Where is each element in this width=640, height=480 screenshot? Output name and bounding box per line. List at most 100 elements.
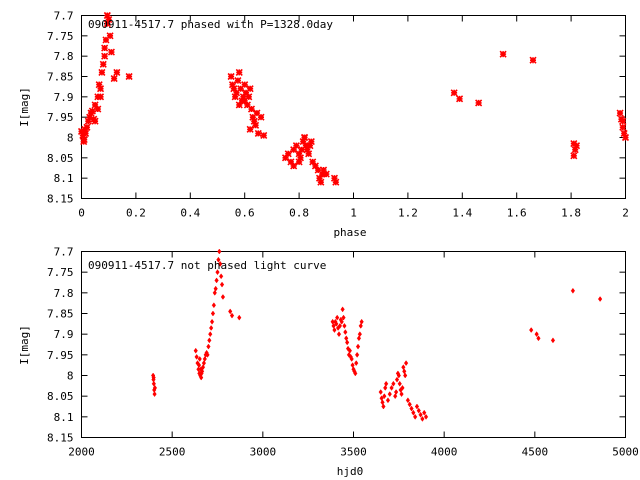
data-point	[220, 294, 226, 300]
data-point	[305, 150, 313, 158]
data-point	[290, 162, 298, 170]
data-point	[571, 146, 579, 154]
data-point	[229, 312, 235, 319]
x-tick-label: 1.4	[452, 207, 472, 220]
x-tick-label: 2000	[68, 446, 95, 459]
data-point	[235, 68, 243, 76]
data-point	[110, 74, 118, 83]
data-point	[232, 89, 241, 97]
data-point	[309, 158, 317, 166]
data-point	[95, 81, 103, 89]
data-point	[475, 99, 483, 107]
data-point	[290, 146, 298, 154]
data-point	[241, 97, 249, 105]
data-point	[102, 36, 110, 44]
data-point	[254, 129, 262, 137]
y-tick-label: 7.85	[47, 308, 74, 321]
data-point	[287, 158, 295, 166]
data-point	[81, 125, 89, 133]
y-tick-label: 7.8	[54, 50, 74, 63]
data-point	[113, 68, 121, 76]
data-point	[82, 129, 90, 137]
data-point	[336, 331, 342, 338]
data-point	[228, 81, 237, 89]
data-point	[381, 403, 386, 410]
y-axis-ticks: 7.7 7.75 7.8 7.85 7.9 7.95 8 8.05 8.1 8.15	[47, 10, 626, 206]
data-points	[77, 11, 630, 186]
data-point	[77, 127, 86, 135]
y-tick-label: 8.15	[47, 193, 74, 206]
data-point	[219, 281, 225, 288]
data-point	[450, 89, 458, 97]
data-point	[347, 347, 352, 354]
data-point	[330, 174, 339, 182]
data-point	[152, 384, 158, 391]
data-point	[219, 273, 224, 280]
data-point	[456, 95, 464, 103]
data-point	[91, 101, 99, 109]
data-point	[193, 347, 198, 354]
data-point	[300, 133, 309, 142]
x-tick-label: 2500	[159, 446, 186, 459]
data-point	[389, 384, 394, 391]
data-point	[199, 370, 204, 377]
data-point	[397, 380, 402, 387]
data-point	[87, 109, 95, 117]
x-tick-label: 2	[622, 207, 629, 220]
data-point	[345, 339, 350, 346]
data-point	[241, 81, 249, 89]
phased-light-curve-panel: 7.7 7.75 7.8 7.85 7.9 7.95 8 8.05 8.1 8.15 0 0.2 0.…	[18, 10, 630, 239]
data-point	[341, 314, 346, 321]
y-tick-label: 7.75	[47, 30, 74, 43]
x-tick-label: 0.4	[180, 207, 200, 220]
data-point	[98, 68, 106, 76]
x-tick-label: 1	[350, 207, 357, 220]
data-point	[242, 89, 250, 97]
data-point	[253, 109, 261, 117]
y-axis-label: I[mag]	[18, 87, 31, 127]
data-point	[90, 115, 98, 123]
x-tick-label: 1.6	[507, 207, 527, 220]
data-point	[247, 105, 256, 113]
data-point	[616, 109, 624, 117]
data-point	[318, 170, 326, 178]
data-point	[246, 85, 254, 93]
data-point	[227, 72, 235, 81]
data-point	[215, 269, 220, 276]
data-point	[239, 93, 247, 101]
data-point	[234, 77, 242, 85]
data-point	[394, 389, 399, 395]
data-point	[284, 150, 292, 158]
data-point	[106, 32, 114, 40]
data-point	[125, 72, 133, 81]
data-point	[349, 356, 354, 362]
data-points	[151, 248, 603, 422]
data-point	[210, 310, 216, 317]
data-point	[211, 302, 216, 309]
data-point	[306, 142, 314, 150]
data-point	[405, 397, 411, 404]
data-point	[235, 101, 243, 109]
data-point	[343, 329, 348, 336]
data-point	[570, 152, 578, 160]
data-point	[208, 331, 213, 338]
y-tick-label: 7.85	[47, 71, 74, 84]
chart-title: 090911-4517.7 not phased light curve	[88, 259, 326, 272]
data-point	[418, 411, 423, 418]
data-point	[339, 318, 344, 325]
data-point	[218, 260, 223, 267]
data-point	[103, 11, 111, 20]
data-point	[342, 322, 347, 329]
data-point	[317, 178, 325, 186]
data-point	[250, 117, 258, 125]
data-point	[387, 391, 392, 398]
data-point	[332, 178, 340, 186]
data-point	[295, 150, 303, 158]
data-point	[385, 397, 391, 404]
data-point	[292, 142, 300, 150]
data-point	[550, 337, 556, 344]
data-point	[252, 121, 260, 129]
data-point	[201, 360, 207, 367]
data-point	[357, 331, 362, 338]
data-point	[400, 384, 405, 391]
